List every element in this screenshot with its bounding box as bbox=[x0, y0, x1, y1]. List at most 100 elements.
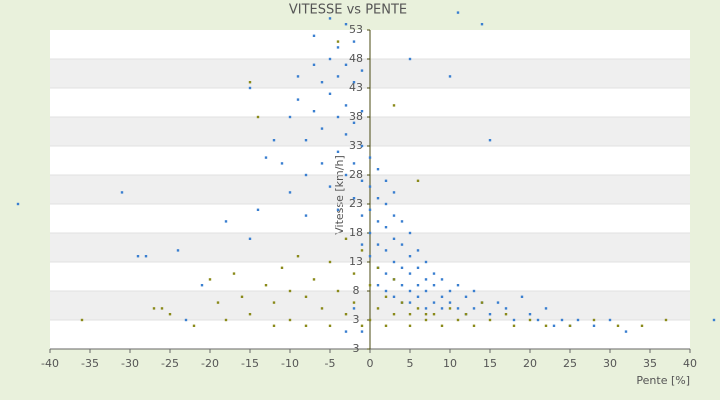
x-tick-label: 20 bbox=[523, 357, 537, 370]
point bbox=[376, 243, 380, 246]
y-tick-label: 53 bbox=[349, 23, 363, 36]
point bbox=[496, 301, 500, 304]
point bbox=[384, 289, 388, 293]
point bbox=[376, 266, 380, 269]
point bbox=[456, 307, 460, 310]
point bbox=[296, 98, 300, 101]
point bbox=[312, 63, 316, 66]
point bbox=[424, 289, 428, 293]
point bbox=[568, 324, 572, 327]
point bbox=[344, 330, 348, 333]
point bbox=[512, 324, 516, 327]
point bbox=[416, 249, 420, 252]
point bbox=[264, 284, 268, 287]
point bbox=[512, 318, 516, 322]
point bbox=[400, 266, 404, 269]
point bbox=[392, 260, 396, 264]
point bbox=[488, 313, 492, 316]
point bbox=[448, 307, 452, 310]
x-tick-label: 35 bbox=[643, 357, 657, 370]
x-tick-label: 40 bbox=[683, 357, 697, 370]
point bbox=[400, 220, 404, 223]
point bbox=[312, 110, 316, 113]
point bbox=[320, 307, 324, 310]
y-tick-label: 28 bbox=[349, 168, 363, 181]
point bbox=[328, 185, 332, 188]
point bbox=[400, 301, 404, 304]
point bbox=[664, 318, 668, 322]
point bbox=[480, 301, 484, 304]
y-tick-label: 8 bbox=[353, 284, 360, 297]
point bbox=[184, 318, 188, 322]
point bbox=[304, 139, 308, 142]
x-tick-label: -10 bbox=[281, 357, 299, 370]
point bbox=[440, 278, 444, 281]
point bbox=[152, 307, 156, 310]
point bbox=[304, 324, 308, 327]
point bbox=[248, 81, 252, 84]
point bbox=[424, 318, 428, 322]
point bbox=[352, 272, 356, 275]
point bbox=[424, 313, 428, 316]
point bbox=[360, 69, 364, 72]
point bbox=[336, 75, 340, 78]
point bbox=[368, 284, 372, 287]
point bbox=[624, 330, 628, 333]
point bbox=[336, 115, 340, 119]
point bbox=[360, 144, 364, 148]
point bbox=[224, 318, 228, 322]
point bbox=[472, 324, 476, 327]
point bbox=[344, 133, 348, 136]
point bbox=[424, 260, 428, 264]
point bbox=[520, 295, 524, 298]
point bbox=[376, 307, 380, 310]
point bbox=[360, 179, 364, 182]
point bbox=[544, 324, 548, 327]
point bbox=[352, 307, 356, 310]
point bbox=[320, 81, 324, 84]
point bbox=[528, 313, 532, 316]
point bbox=[288, 191, 292, 194]
point bbox=[464, 313, 468, 316]
point bbox=[448, 289, 452, 293]
point bbox=[80, 318, 84, 322]
point bbox=[344, 173, 348, 177]
point bbox=[392, 278, 396, 281]
point bbox=[712, 318, 716, 322]
point bbox=[368, 156, 372, 159]
point bbox=[320, 127, 324, 130]
point bbox=[368, 255, 372, 258]
x-tick-label: 25 bbox=[563, 357, 577, 370]
point bbox=[352, 162, 356, 165]
point bbox=[304, 173, 308, 177]
point bbox=[120, 191, 124, 194]
point bbox=[536, 318, 540, 322]
point bbox=[368, 231, 372, 235]
point bbox=[408, 255, 412, 258]
point bbox=[224, 220, 228, 223]
x-tick-label: -25 bbox=[161, 357, 179, 370]
point bbox=[408, 313, 412, 316]
y-tick-label: 38 bbox=[349, 110, 363, 123]
point bbox=[472, 289, 476, 293]
y-tick-label: 43 bbox=[349, 81, 363, 94]
point bbox=[288, 115, 292, 119]
point bbox=[440, 295, 444, 298]
point bbox=[408, 324, 412, 327]
y-tick-label: 18 bbox=[349, 226, 363, 239]
point bbox=[392, 191, 396, 194]
point bbox=[352, 197, 356, 200]
point bbox=[160, 307, 164, 310]
point bbox=[464, 295, 468, 298]
point bbox=[376, 197, 380, 200]
point bbox=[368, 185, 372, 188]
point bbox=[400, 284, 404, 287]
point bbox=[200, 284, 204, 287]
x-tick-label: 10 bbox=[443, 357, 457, 370]
point bbox=[416, 266, 420, 269]
x-tick-label: -5 bbox=[325, 357, 336, 370]
point bbox=[432, 272, 436, 275]
x-tick-label: -40 bbox=[41, 357, 59, 370]
point bbox=[272, 324, 276, 327]
